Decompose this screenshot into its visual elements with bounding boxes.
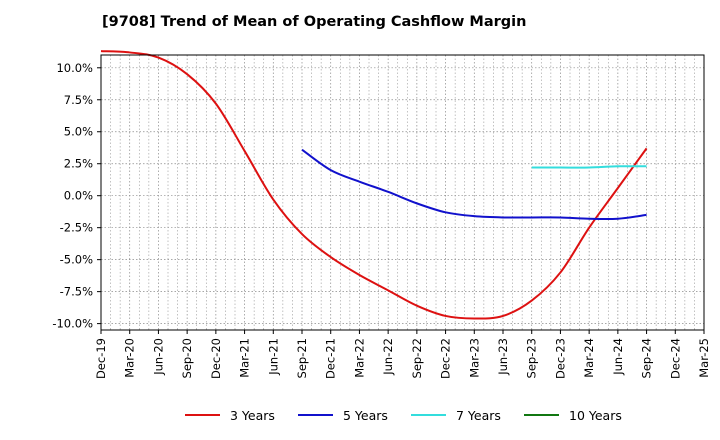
x-tick-label: Mar-23 <box>467 338 481 378</box>
x-tick-label: Sep-24 <box>640 338 654 378</box>
legend-label-5-years: 5 Years <box>343 407 388 423</box>
legend-label-3-years: 3 Years <box>230 407 275 423</box>
legend-label-10-years: 10 Years <box>569 407 622 423</box>
x-tick-label: Mar-25 <box>697 338 711 378</box>
series-line-3-years <box>100 50 648 320</box>
plot-frame <box>100 54 705 331</box>
x-tick-label: Jun-23 <box>496 338 510 376</box>
legend-swatch-7-years <box>411 414 446 416</box>
x-tick-label: Mar-20 <box>123 338 137 378</box>
legend-swatch-5-years <box>298 414 333 416</box>
y-axis-ticks: 10.0% 7.5% 5.0% 2.5% 0.0% -2.5% -5.0% -7.5% -10.… <box>52 61 101 331</box>
x-tick-label: Mar-22 <box>352 338 366 378</box>
chart-title: [9708] Trend of Mean of Operating Cashfl… <box>102 14 527 30</box>
x-tick-label: Jun-21 <box>266 338 280 376</box>
x-tick-label: Sep-23 <box>525 338 539 378</box>
x-tick-label: Dec-24 <box>668 338 682 379</box>
series-line-7-years <box>531 165 647 169</box>
x-tick-label: Jun-22 <box>381 338 395 376</box>
grid-layer <box>100 55 705 330</box>
y-tick-label: 7.5% <box>64 93 93 107</box>
legend-item-3-years: 3 Years <box>185 404 275 426</box>
y-tick-label: 5.0% <box>64 125 93 139</box>
x-tick-label: Dec-22 <box>439 338 453 379</box>
legend-label-7-years: 7 Years <box>456 407 501 423</box>
y-tick-label: -2.5% <box>60 221 93 235</box>
x-tick-label: Jun-20 <box>151 338 165 376</box>
x-tick-label: Dec-21 <box>324 338 338 379</box>
series-layer <box>100 50 648 320</box>
y-tick-label: 0.0% <box>64 189 93 203</box>
y-tick-label: -10.0% <box>52 317 93 331</box>
legend-item-10-years: 10 Years <box>524 404 622 426</box>
x-tick-label: Mar-21 <box>238 338 252 378</box>
x-tick-label: Sep-21 <box>295 338 309 378</box>
legend-item-5-years: 5 Years <box>298 404 388 426</box>
x-tick-label: Dec-20 <box>209 338 223 379</box>
y-tick-label: -7.5% <box>60 285 93 299</box>
x-tick-label: Mar-24 <box>582 338 596 378</box>
x-tick-label: Dec-23 <box>553 338 567 379</box>
legend: 3 Years 5 Years 7 Years 10 Years <box>0 404 720 426</box>
x-axis-ticks: Dec-19 Mar-20 Jun-20 Sep-20 Dec-20 Mar-21 Jun-… <box>94 330 711 379</box>
legend-swatch-3-years <box>185 414 220 416</box>
legend-swatch-10-years <box>524 414 559 416</box>
x-tick-label: Dec-19 <box>94 338 108 379</box>
series-line-5-years <box>301 148 647 221</box>
y-tick-label: -5.0% <box>60 253 93 267</box>
legend-item-7-years: 7 Years <box>411 404 501 426</box>
x-tick-label: Sep-20 <box>180 338 194 378</box>
x-tick-label: Jun-24 <box>611 338 625 376</box>
y-tick-label: 10.0% <box>56 61 93 75</box>
x-tick-label: Sep-22 <box>410 338 424 378</box>
y-tick-label: 2.5% <box>64 157 93 171</box>
